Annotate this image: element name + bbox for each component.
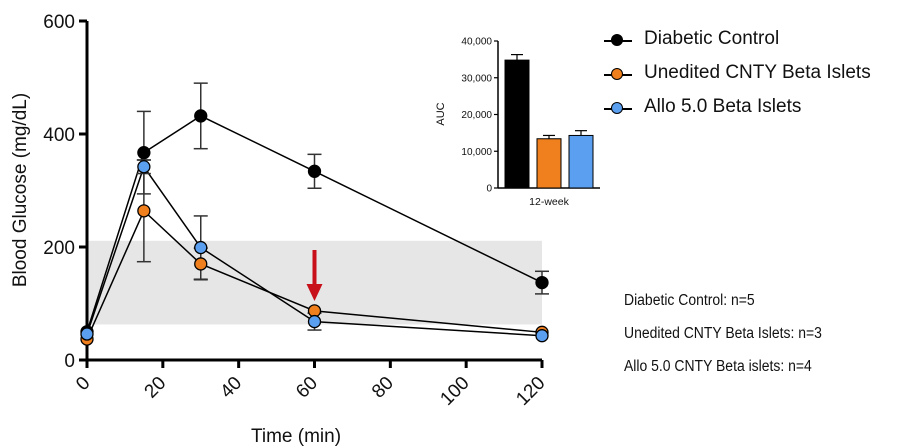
data-point (194, 257, 208, 271)
legend-label: Unedited CNTY Beta Islets (644, 62, 871, 83)
data-point (307, 164, 322, 178)
inset-y-tick-label: 40,000 (461, 37, 492, 48)
inset-bar (536, 138, 562, 189)
note-allo: Allo 5.0 CNTY Beta islets: n=4 (624, 358, 812, 375)
data-point (535, 275, 549, 290)
data-point (194, 240, 208, 255)
x-axis-title: Time (min) (251, 426, 341, 447)
x-tick-label: 20 (141, 373, 171, 403)
x-tick-label: 0 (72, 373, 94, 395)
y-tick-label: 600 (43, 12, 75, 33)
inset-bar (504, 59, 530, 189)
data-point (535, 329, 549, 343)
legend-marker (611, 34, 623, 46)
data-point (80, 327, 94, 341)
note-unedited-cnty: Unedited CNTY Beta Islets: n=3 (624, 325, 822, 342)
auc-bar-chart: 0 10,000 20,000 30,000 40,000 12-week AUC (435, 37, 600, 208)
y-axis-title: Blood Glucose (mg/dL) (10, 93, 31, 287)
inset-x-axis-label: 12-week (529, 196, 569, 208)
inset-y-tick-label: 30,000 (461, 73, 492, 84)
y-tick-label: 0 (64, 351, 75, 372)
inset-bar (568, 134, 594, 189)
y-tick-label: 400 (43, 125, 75, 146)
x-tick-label: 120 (512, 373, 549, 410)
legend-label: Allo 5.0 Beta Islets (644, 96, 802, 117)
note-diabetic-control: Diabetic Control: n=5 (624, 292, 755, 309)
x-tick-label: 100 (436, 373, 473, 410)
data-point (137, 204, 151, 218)
x-tick-label: 60 (292, 373, 322, 403)
inset-y-axis-title: AUC (435, 102, 447, 125)
annotation-arrow-head (306, 284, 323, 301)
data-point (194, 109, 208, 123)
x-tick-label: 40 (216, 373, 246, 403)
inset-y-tick-label: 20,000 (461, 110, 492, 121)
data-point (137, 160, 151, 174)
legend-label: Diabetic Control (644, 28, 780, 49)
sample-size-notes: Diabetic Control: n=5 Unedited CNTY Beta… (624, 290, 844, 389)
data-point (307, 314, 322, 329)
data-point (137, 145, 151, 160)
legend-marker (611, 102, 623, 114)
x-tick-label: 80 (368, 373, 398, 403)
legend-marker (611, 68, 623, 80)
inset-y-tick-label: 10,000 (461, 147, 492, 158)
y-tick-label: 200 (43, 238, 75, 259)
inset-y-tick-label: 0 (486, 184, 492, 195)
